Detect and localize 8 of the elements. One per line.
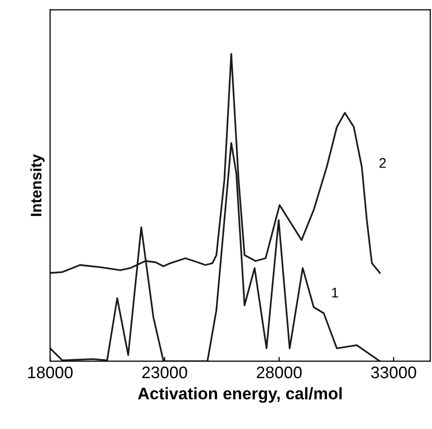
x-tick-label: 18000 bbox=[28, 366, 73, 378]
x-tick-label: 33000 bbox=[371, 366, 416, 378]
x-tick-label: 28000 bbox=[256, 366, 302, 378]
x-axis-title: Activation energy, cal/mol bbox=[138, 387, 342, 403]
series-label: 2 bbox=[379, 158, 386, 168]
x-tick-label: 23000 bbox=[142, 366, 188, 378]
series-label: 1 bbox=[332, 288, 338, 298]
y-axis-title: Intensity bbox=[30, 154, 45, 216]
